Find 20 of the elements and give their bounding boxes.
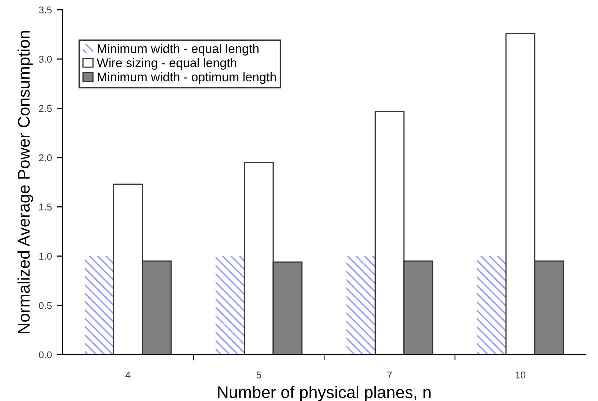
legend-label: Minimum width - optimum length: [98, 72, 276, 84]
bar: [346, 256, 376, 355]
x-tick-label: 10: [516, 372, 526, 379]
legend-label: Minimum width - equal length: [98, 44, 259, 56]
y-axis-title: Normalized Average Power Consumption: [18, 31, 34, 334]
x-tick-label: 7: [388, 372, 392, 379]
y-tick-label: 1.5: [40, 204, 52, 211]
bar: [216, 256, 245, 355]
x-tick-label: 5: [256, 372, 262, 379]
y-tick-label: 1.0: [40, 253, 52, 260]
y-tick-label: 2.5: [39, 105, 52, 112]
y-tick-label: 0.5: [39, 302, 52, 310]
x-tick-label: 4: [126, 372, 131, 379]
bar: [85, 256, 114, 355]
y-tick-label: 2.0: [39, 154, 52, 162]
legend-label: Wire sizing - equal length: [97, 58, 237, 70]
y-tick-label: 3.0: [39, 56, 52, 63]
bar: [477, 256, 506, 355]
y-tick-label: 3.5: [39, 6, 52, 14]
y-tick-label: 0.0: [39, 352, 52, 359]
